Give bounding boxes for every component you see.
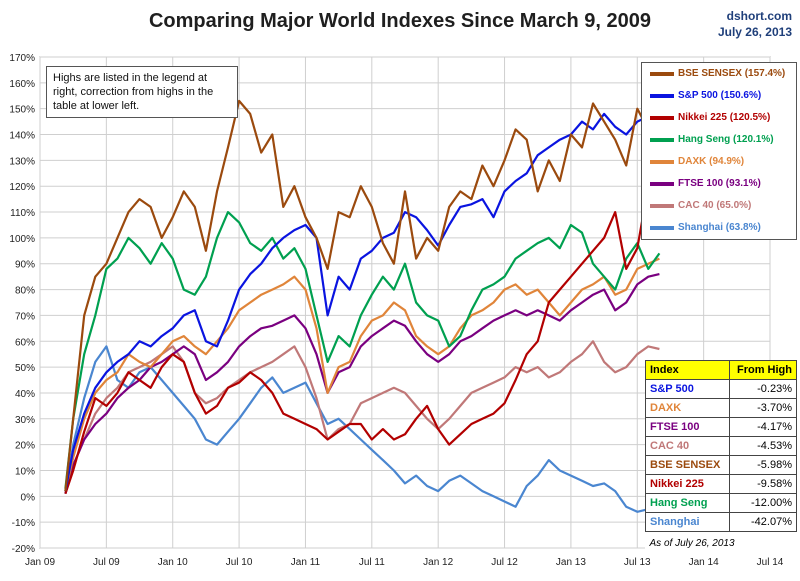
from-high-index: Shanghai bbox=[645, 512, 730, 532]
note-box: Highs are listed in the legend at right,… bbox=[46, 66, 238, 118]
chart-title: Comparing Major World Indexes Since Marc… bbox=[148, 10, 651, 32]
x-tick-label: Jul 11 bbox=[359, 557, 385, 568]
x-tick-label: Jul 10 bbox=[226, 557, 253, 568]
x-tick-label: Jan 12 bbox=[423, 557, 453, 568]
legend-label: Hang Seng (120.1%) bbox=[678, 134, 774, 145]
from-high-index: DAXK bbox=[645, 398, 730, 418]
legend-item: FTSE 100 (93.1%) bbox=[642, 173, 796, 195]
series-line-ftse-100 bbox=[64, 273, 660, 494]
series-line-daxk bbox=[64, 257, 660, 492]
from-high-row: CAC 40 -4.53% bbox=[645, 436, 798, 456]
x-tick-label: Jul 12 bbox=[491, 557, 518, 568]
legend-item: Hang Seng (120.1%) bbox=[642, 129, 796, 151]
from-high-index: Hang Seng bbox=[645, 493, 730, 513]
legend-item: DAXK (94.9%) bbox=[642, 151, 796, 173]
legend-label: Nikkei 225 (120.5%) bbox=[678, 112, 771, 123]
legend-label: DAXK (94.9%) bbox=[678, 156, 745, 167]
y-tick-label: 120% bbox=[9, 182, 35, 193]
from-high-row: DAXK -3.70% bbox=[645, 398, 798, 418]
from-high-row: Hang Seng -12.00% bbox=[645, 493, 798, 513]
from-high-row: Shanghai -42.07% bbox=[645, 512, 798, 532]
legend-swatch bbox=[650, 72, 674, 76]
legend-swatch bbox=[650, 182, 674, 186]
series-line-nikkei-225 bbox=[64, 185, 661, 495]
y-tick-label: 100% bbox=[9, 234, 35, 245]
legend-label: CAC 40 (65.0%) bbox=[678, 200, 752, 211]
y-tick-label: 160% bbox=[9, 79, 35, 90]
from-high-header-index: Index bbox=[645, 360, 730, 380]
y-tick-label: 50% bbox=[15, 363, 35, 374]
legend-label: FTSE 100 (93.1%) bbox=[678, 178, 761, 189]
series-line-hang-seng bbox=[64, 211, 661, 489]
as-of-note: As of July 26, 2013 bbox=[649, 537, 735, 549]
legend-swatch bbox=[650, 204, 674, 208]
legend-label: Shanghai (63.8%) bbox=[678, 222, 761, 233]
source-credit: dshort.com July 26, 2013 bbox=[718, 8, 792, 40]
legend-swatch bbox=[650, 160, 674, 164]
from-high-value: -4.17% bbox=[728, 417, 798, 437]
from-high-value: -9.58% bbox=[728, 474, 798, 494]
source-site: dshort.com bbox=[726, 9, 792, 23]
y-tick-label: 60% bbox=[15, 337, 35, 348]
legend-label: S&P 500 (150.6%) bbox=[678, 90, 762, 101]
from-high-row: S&P 500 -0.23% bbox=[645, 379, 798, 399]
x-tick-label: Jan 09 bbox=[25, 557, 55, 568]
y-tick-label: 20% bbox=[15, 441, 35, 452]
from-high-value: -3.70% bbox=[728, 398, 798, 418]
from-high-index: CAC 40 bbox=[645, 436, 730, 456]
y-tick-label: -10% bbox=[12, 518, 35, 529]
x-tick-label: Jul 13 bbox=[624, 557, 651, 568]
series-line-bse-sensex bbox=[64, 99, 660, 492]
y-tick-label: 30% bbox=[15, 415, 35, 426]
legend-label: BSE SENSEX (157.4%) bbox=[678, 68, 786, 79]
y-tick-label: 110% bbox=[10, 208, 35, 219]
from-high-index: BSE SENSEX bbox=[645, 455, 730, 475]
from-high-index: FTSE 100 bbox=[645, 417, 730, 437]
from-high-index: Nikkei 225 bbox=[645, 474, 730, 494]
y-tick-label: 170% bbox=[9, 53, 35, 64]
legend-swatch bbox=[650, 116, 674, 120]
legend-swatch bbox=[650, 94, 674, 98]
y-tick-label: 80% bbox=[15, 286, 35, 297]
from-high-row: Nikkei 225 -9.58% bbox=[645, 474, 798, 494]
from-high-value: -5.98% bbox=[728, 455, 798, 475]
x-tick-label: Jul 14 bbox=[757, 557, 784, 568]
x-tick-label: Jul 09 bbox=[93, 557, 120, 568]
y-tick-label: 150% bbox=[9, 105, 35, 116]
legend-swatch bbox=[650, 226, 674, 230]
from-high-index: S&P 500 bbox=[645, 379, 730, 399]
x-tick-label: Jan 14 bbox=[689, 557, 719, 568]
y-tick-label: 0% bbox=[21, 492, 36, 503]
source-date: July 26, 2013 bbox=[717, 25, 792, 39]
from-high-table: Index From High S&P 500 -0.23% DAXK -3.70% F… bbox=[645, 360, 798, 552]
y-tick-label: 130% bbox=[9, 156, 35, 167]
from-high-value: -12.00% bbox=[728, 493, 798, 513]
y-tick-label: 40% bbox=[15, 389, 35, 400]
y-tick-label: 140% bbox=[9, 131, 35, 142]
from-high-value: -4.53% bbox=[728, 436, 798, 456]
x-tick-label: Jan 10 bbox=[158, 557, 188, 568]
x-tick-label: Jan 13 bbox=[556, 557, 586, 568]
series-line-shanghai bbox=[64, 345, 660, 513]
legend-item: BSE SENSEX (157.4%) bbox=[642, 63, 796, 85]
series-line-s-p-500 bbox=[64, 107, 661, 492]
y-tick-label: 70% bbox=[15, 311, 35, 322]
from-high-value: -42.07% bbox=[728, 512, 798, 532]
from-high-row: BSE SENSEX -5.98% bbox=[645, 455, 798, 475]
from-high-header-row: Index From High bbox=[645, 360, 798, 380]
y-tick-label: -20% bbox=[12, 544, 35, 555]
legend-swatch bbox=[650, 138, 674, 142]
from-high-value: -0.23% bbox=[728, 379, 798, 399]
x-tick-label: Jan 11 bbox=[291, 557, 321, 568]
legend: BSE SENSEX (157.4%) S&P 500 (150.6%) Nikke… bbox=[641, 62, 797, 240]
y-tick-label: 90% bbox=[15, 260, 35, 271]
legend-item: CAC 40 (65.0%) bbox=[642, 195, 796, 217]
legend-item: S&P 500 (150.6%) bbox=[642, 85, 796, 107]
y-tick-label: 10% bbox=[15, 466, 35, 477]
legend-item: Shanghai (63.8%) bbox=[642, 217, 796, 239]
from-high-header-value: From High bbox=[728, 360, 798, 380]
from-high-row: FTSE 100 -4.17% bbox=[645, 417, 798, 437]
legend-item: Nikkei 225 (120.5%) bbox=[642, 107, 796, 129]
